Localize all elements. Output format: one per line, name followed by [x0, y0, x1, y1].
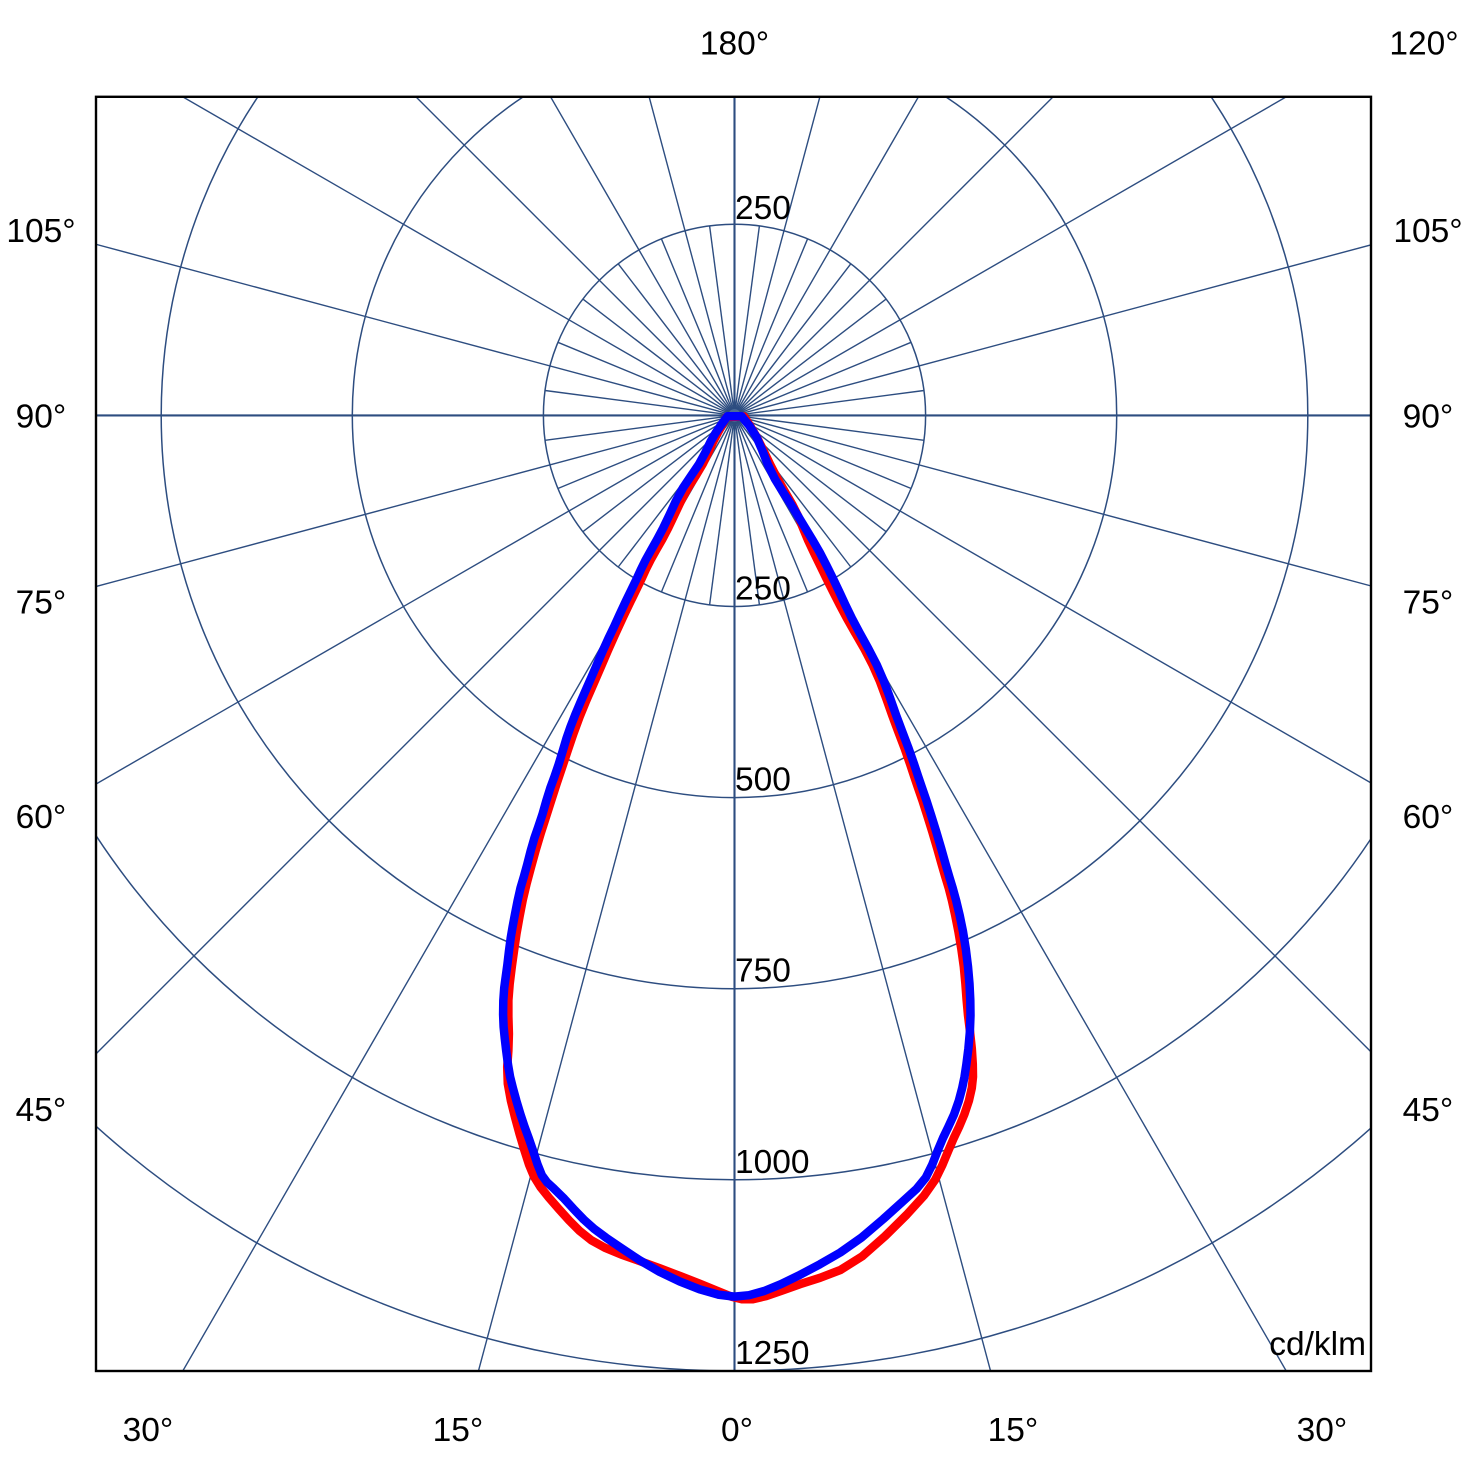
svg-text:30°: 30°	[123, 1412, 174, 1449]
svg-text:180°: 180°	[700, 26, 769, 63]
svg-text:250: 250	[735, 190, 791, 227]
svg-text:cd/klm: cd/klm	[1269, 1326, 1366, 1363]
svg-text:90°: 90°	[16, 399, 67, 436]
svg-text:90°: 90°	[1403, 399, 1454, 436]
svg-text:30°: 30°	[1297, 1412, 1348, 1449]
svg-text:250: 250	[735, 571, 791, 608]
svg-text:75°: 75°	[1403, 584, 1454, 621]
svg-text:60°: 60°	[16, 799, 67, 836]
svg-text:1250: 1250	[735, 1335, 810, 1372]
svg-text:60°: 60°	[1403, 799, 1454, 836]
svg-text:750: 750	[735, 953, 791, 990]
svg-text:500: 500	[735, 762, 791, 799]
svg-text:15°: 15°	[988, 1412, 1039, 1449]
svg-text:45°: 45°	[16, 1092, 67, 1129]
svg-text:105°: 105°	[1393, 213, 1462, 250]
svg-text:75°: 75°	[16, 584, 67, 621]
svg-text:15°: 15°	[433, 1412, 484, 1449]
svg-text:45°: 45°	[1403, 1092, 1454, 1129]
svg-text:105°: 105°	[6, 213, 75, 250]
svg-text:1000: 1000	[735, 1144, 810, 1181]
svg-text:120°: 120°	[1389, 26, 1458, 63]
svg-text:0°: 0°	[721, 1412, 753, 1449]
